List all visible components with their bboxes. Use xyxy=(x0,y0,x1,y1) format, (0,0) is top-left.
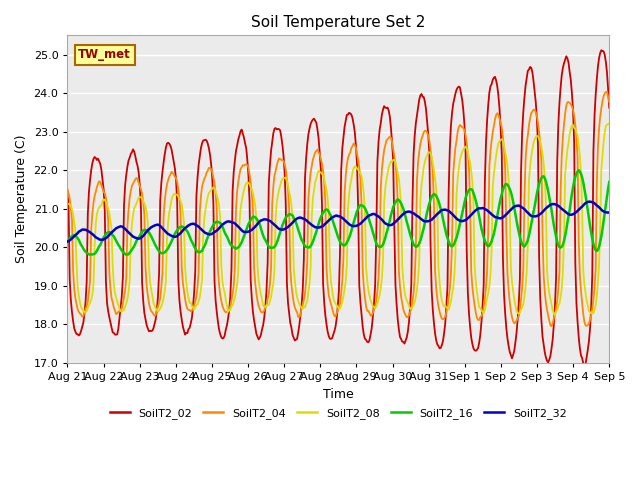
Legend: SoilT2_02, SoilT2_04, SoilT2_08, SoilT2_16, SoilT2_32: SoilT2_02, SoilT2_04, SoilT2_08, SoilT2_… xyxy=(105,403,572,423)
SoilT2_04 xyxy=(232,206,240,212)
SoilT2_16 xyxy=(605,179,613,185)
SoilT2_08 xyxy=(605,120,613,126)
SoilT2_32 xyxy=(393,218,401,224)
SoilT2_04 xyxy=(462,132,470,138)
SoilT2_04 xyxy=(603,89,611,95)
SoilT2_04 xyxy=(557,189,564,195)
Title: Soil Temperature Set 2: Soil Temperature Set 2 xyxy=(251,15,426,30)
SoilT2_02 xyxy=(580,362,588,368)
SoilT2_02 xyxy=(232,148,240,154)
SoilT2_02 xyxy=(462,150,470,156)
SoilT2_02 xyxy=(598,48,605,53)
SoilT2_32 xyxy=(556,204,563,210)
Y-axis label: Soil Temperature (C): Soil Temperature (C) xyxy=(15,135,28,264)
SoilT2_32 xyxy=(292,216,300,222)
SoilT2_04 xyxy=(63,186,71,192)
SoilT2_08 xyxy=(63,201,71,207)
SoilT2_02 xyxy=(556,100,563,106)
Line: SoilT2_04: SoilT2_04 xyxy=(67,92,609,326)
SoilT2_02 xyxy=(63,188,71,193)
SoilT2_02 xyxy=(605,105,613,110)
SoilT2_02 xyxy=(292,337,300,343)
SoilT2_04 xyxy=(292,307,300,313)
SoilT2_16 xyxy=(234,245,241,251)
SoilT2_16 xyxy=(122,252,130,258)
SoilT2_04 xyxy=(548,324,556,329)
Line: SoilT2_08: SoilT2_08 xyxy=(67,123,609,315)
SoilT2_08 xyxy=(462,144,470,149)
SoilT2_08 xyxy=(393,164,401,170)
SoilT2_32 xyxy=(63,239,71,244)
SoilT2_02 xyxy=(393,301,401,307)
SoilT2_32 xyxy=(462,217,470,223)
SoilT2_32 xyxy=(367,212,374,218)
SoilT2_04 xyxy=(605,99,613,105)
SoilT2_04 xyxy=(393,174,401,180)
SoilT2_16 xyxy=(368,225,376,231)
X-axis label: Time: Time xyxy=(323,388,354,401)
SoilT2_16 xyxy=(394,196,401,202)
SoilT2_32 xyxy=(586,199,594,204)
SoilT2_32 xyxy=(232,222,240,228)
SoilT2_08 xyxy=(557,294,564,300)
SoilT2_16 xyxy=(557,245,564,251)
SoilT2_08 xyxy=(551,312,559,318)
SoilT2_16 xyxy=(575,168,582,173)
SoilT2_08 xyxy=(292,288,300,294)
SoilT2_08 xyxy=(232,288,240,294)
SoilT2_04 xyxy=(367,313,374,319)
Line: SoilT2_16: SoilT2_16 xyxy=(67,170,609,255)
Text: TW_met: TW_met xyxy=(78,48,131,61)
SoilT2_32 xyxy=(605,210,613,216)
Line: SoilT2_02: SoilT2_02 xyxy=(67,50,609,365)
Line: SoilT2_32: SoilT2_32 xyxy=(67,202,609,241)
SoilT2_02 xyxy=(367,332,374,337)
SoilT2_08 xyxy=(367,297,374,303)
SoilT2_16 xyxy=(293,223,301,228)
SoilT2_16 xyxy=(463,192,470,197)
SoilT2_16 xyxy=(63,239,71,244)
